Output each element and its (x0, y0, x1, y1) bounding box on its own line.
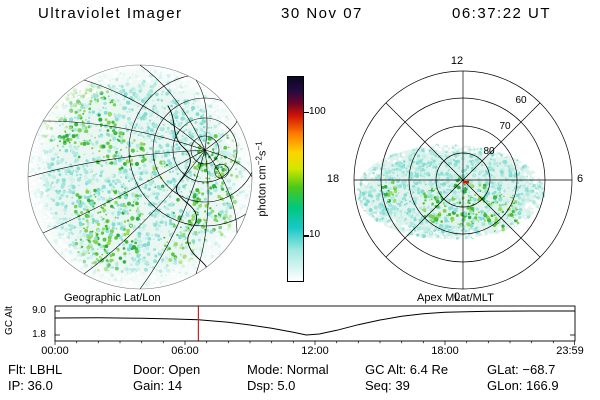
gc-alt-tick-low: 1.8 (32, 329, 46, 340)
time-tick-0600: 06:00 (171, 345, 199, 357)
time-tick-1800: 18:00 (431, 345, 459, 357)
status-seq: Seq: 39 (365, 378, 410, 393)
header-time: 06:37:22 UT (452, 5, 552, 22)
colorbar-tick-mark (304, 235, 309, 237)
time-tick-1200: 12:00 (301, 345, 329, 357)
colorbar-tick-mark (304, 111, 309, 114)
time-tick-0000: 00:00 (41, 345, 69, 357)
status-mode: Mode: Normal (247, 362, 329, 377)
gc-alt-axis-label: GC Alt (3, 306, 15, 335)
status-ip: IP: 36.0 (8, 378, 53, 393)
app-title: Ultraviolet Imager (38, 5, 183, 22)
status-dsp: Dsp: 5.0 (247, 378, 296, 393)
mlt-label-6: 6 (576, 173, 584, 185)
colorbar-tick-label: 10 (309, 229, 321, 241)
status-door: Door: Open (133, 362, 201, 377)
colorbar-axis-label: photon cm−2s−1 (254, 141, 269, 217)
time-tick-2359: 23:59 (556, 345, 584, 357)
mlt-label-12: 12 (450, 55, 464, 67)
colorbar (287, 76, 304, 282)
mlt-label-0: 0 (453, 291, 461, 303)
status-glon: GLon: 166.9 (487, 378, 559, 393)
mlt-label-18: 18 (326, 173, 340, 185)
mlat-label-80: 80 (483, 146, 495, 157)
gc-alt-tick-high: 9.0 (32, 305, 46, 316)
caption-apex: Apex MLat/MLT (417, 292, 494, 304)
header-date: 30 Nov 07 (281, 5, 363, 22)
status-gc-alt: GC Alt: 6.4 Re (365, 362, 449, 377)
caption-geographic: Geographic Lat/Lon (64, 292, 161, 304)
colorbar-tick-label: 100 (309, 105, 326, 117)
mlat-label-70: 70 (499, 121, 511, 132)
mlat-label-60: 60 (515, 95, 527, 106)
status-flt: Flt: LBHL (8, 362, 63, 377)
status-glat: GLat: −68.7 (487, 362, 556, 377)
status-gain: Gain: 14 (133, 378, 183, 393)
